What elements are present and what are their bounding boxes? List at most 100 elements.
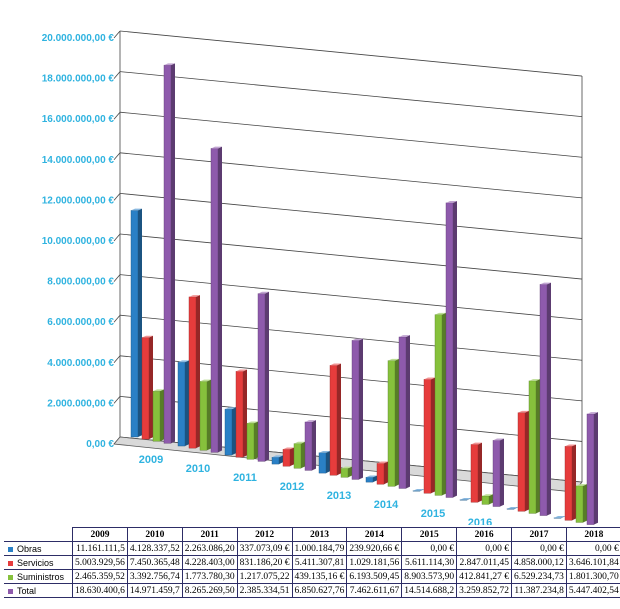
bar-side	[359, 338, 363, 480]
bar	[188, 296, 197, 449]
bar-side	[572, 444, 576, 521]
bar	[423, 379, 432, 494]
table-cell: 18.630.400,6	[72, 583, 128, 598]
legend-label: Obras	[17, 543, 42, 554]
bar-side	[290, 447, 294, 467]
bar	[224, 408, 233, 456]
table-cell: 412.841,27 €	[456, 569, 513, 584]
table-header-row: 2009 2010 2011 2012 2013 2014 2015 2016 2017 2018	[4, 527, 620, 542]
legend-entry: Servicios	[4, 555, 74, 570]
bar-top	[424, 377, 435, 380]
bar-top	[377, 461, 388, 464]
bar-top	[565, 444, 576, 447]
table-cell: 1.773.780,30	[181, 569, 238, 584]
legend-label: Servicios	[17, 557, 54, 568]
bar	[398, 336, 407, 489]
table-cell: 0,00 €	[456, 541, 513, 556]
table-cell: 439.135,16 €	[291, 569, 348, 584]
gridline-side	[113, 274, 121, 282]
table-cell: 6.193.509,45	[346, 569, 403, 584]
bar-top	[529, 379, 540, 381]
bar-side	[536, 379, 540, 514]
table-cell: 8.265.269,50	[181, 583, 238, 598]
bar	[282, 449, 291, 467]
bar	[141, 337, 150, 440]
bar-side	[489, 494, 493, 505]
table-cell: 2.263.086,20	[181, 541, 238, 556]
bar-top	[554, 516, 565, 518]
x-tick-label: 2015	[421, 508, 445, 520]
bar	[340, 468, 349, 478]
bar-side	[207, 379, 211, 451]
bar	[470, 444, 479, 503]
gridline	[119, 233, 583, 280]
bar-side	[218, 146, 222, 453]
bar	[564, 446, 573, 521]
table-cell: 5.411.307,81	[291, 555, 348, 570]
bar-top	[330, 363, 341, 366]
bar	[271, 457, 280, 465]
table-cell: 8.903.573,90	[401, 569, 458, 584]
bar	[318, 452, 327, 474]
bar	[163, 64, 172, 444]
table-cell: 6.850.627,76	[291, 583, 348, 598]
table-cell: 0,00 €	[565, 541, 620, 556]
bar-side	[420, 488, 424, 492]
bar-side	[279, 455, 283, 465]
gridline-side	[113, 111, 121, 120]
bar	[304, 421, 313, 471]
bar-top	[319, 450, 330, 453]
legend-key-icon	[8, 560, 13, 566]
table-header-year: 2018	[565, 527, 620, 542]
bar-top	[413, 488, 424, 491]
bar	[351, 340, 360, 480]
bar-top	[352, 338, 363, 341]
bar-top	[189, 295, 200, 297]
table-row: Total 18.630.400,6 14.971.459,7 8.265.269,5…	[4, 583, 620, 598]
bar-side	[254, 421, 258, 460]
bar	[575, 485, 584, 523]
bar-side	[312, 420, 316, 471]
bar	[517, 412, 526, 512]
gridline-side	[113, 193, 121, 201]
table-cell: 7.450.365,48	[126, 555, 183, 570]
bar	[235, 371, 244, 458]
bar	[130, 210, 139, 438]
table-cell: 4.228.403,00	[181, 555, 238, 570]
legend-key-icon	[8, 574, 13, 580]
bar-side	[326, 450, 330, 474]
bar-side	[547, 282, 551, 516]
bar	[210, 148, 219, 453]
gridline-side	[113, 314, 121, 323]
bar-top	[247, 421, 258, 424]
table-cell: 1.217.075,22	[236, 569, 293, 584]
y-tick-label: 14.000.000,00 €	[42, 155, 115, 166]
table-cell: 3.259.852,72	[456, 583, 513, 598]
bar	[434, 314, 443, 496]
table-cell: 14.514.688,2	[401, 583, 458, 598]
table-cell: 7.462.611,67	[346, 583, 403, 598]
table-cell: 5.447.402,54	[565, 583, 620, 598]
bar-top	[435, 312, 446, 315]
y-tick-label: 20.000.000,00 €	[42, 33, 115, 44]
bar-side	[453, 201, 457, 498]
bar-top	[258, 291, 269, 294]
bar-side	[149, 335, 153, 440]
bar-side	[301, 441, 305, 469]
y-tick-label: 0,00 €	[86, 439, 114, 450]
table-header-year: 2017	[511, 527, 567, 542]
bar-top	[399, 335, 410, 337]
bar-side	[467, 497, 471, 501]
bar-side	[384, 461, 388, 485]
bar-side	[232, 407, 236, 456]
legend-key-icon	[8, 588, 13, 594]
bar-side	[243, 369, 247, 458]
bar-side	[171, 63, 175, 444]
table-row: Servicios 5.003.929,56 7.450.365,48 4.228.4…	[4, 555, 620, 570]
gridline-side	[113, 396, 121, 404]
bar-side	[431, 377, 435, 494]
bar-side	[583, 484, 587, 523]
bar	[293, 443, 302, 469]
bar-top	[294, 441, 305, 444]
bar-top	[446, 201, 457, 203]
